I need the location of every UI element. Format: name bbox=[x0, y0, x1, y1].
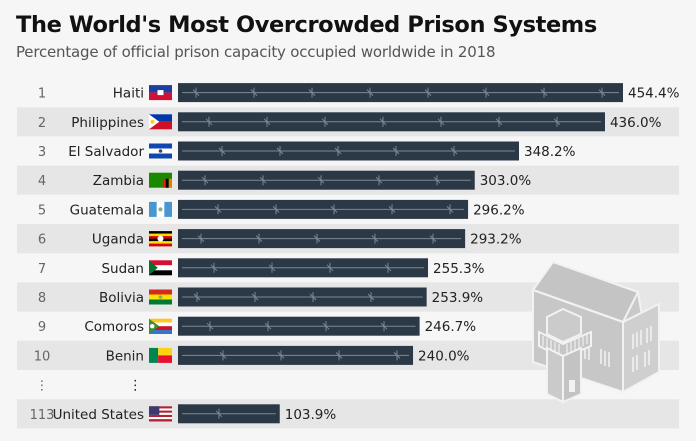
value-label: 240.0% bbox=[418, 348, 470, 364]
country-label: Haiti bbox=[113, 86, 144, 102]
barbed-wire bbox=[182, 146, 515, 156]
comoros-flag-icon bbox=[149, 318, 172, 334]
rank-label: 7 bbox=[38, 262, 46, 277]
value-label: 348.2% bbox=[524, 144, 576, 160]
usa-flag-icon bbox=[149, 406, 172, 422]
chart-subtitle: Percentage of official prison capacity o… bbox=[16, 43, 496, 61]
value-label: 296.2% bbox=[473, 202, 525, 218]
barbed-wire bbox=[182, 292, 423, 302]
barbed-wire bbox=[182, 175, 471, 186]
rank-label: 9 bbox=[38, 320, 46, 335]
uganda-flag-icon bbox=[149, 231, 172, 247]
bolivia-flag-icon bbox=[149, 289, 172, 305]
rank-label: 2 bbox=[38, 116, 46, 131]
barbed-wire bbox=[182, 116, 601, 127]
country-label: United States bbox=[53, 407, 144, 423]
country-label: El Salvador bbox=[68, 144, 144, 160]
table-row: 6 Uganda 293.2% bbox=[38, 229, 522, 249]
table-row: 5 Guatemala 296.2% bbox=[38, 199, 525, 219]
value-label: 253.9% bbox=[432, 290, 484, 306]
value-label: 103.9% bbox=[285, 407, 337, 423]
country-label: Benin bbox=[106, 348, 144, 364]
ellipsis-row: ⋮ ⋮ bbox=[36, 378, 143, 394]
country-label: Guatemala bbox=[70, 202, 144, 218]
barbed-wire bbox=[182, 408, 276, 419]
barbed-wire bbox=[182, 87, 619, 98]
country-label: Uganda bbox=[92, 232, 144, 248]
value-label: 293.2% bbox=[470, 232, 522, 248]
table-row: 3 El Salvador 348.2% bbox=[38, 141, 576, 161]
country-label: Zambia bbox=[93, 173, 144, 189]
rank-label: 5 bbox=[38, 203, 46, 218]
barbed-wire bbox=[182, 262, 425, 273]
barbed-wire bbox=[182, 350, 410, 361]
chart-title: The World's Most Overcrowded Prison Syst… bbox=[16, 12, 597, 38]
philippines-flag-icon bbox=[149, 114, 172, 130]
haiti-flag-icon bbox=[149, 85, 172, 101]
rank-label: 10 bbox=[34, 349, 51, 364]
prison-building-icon bbox=[531, 260, 660, 404]
table-row: 4 Zambia 303.0% bbox=[38, 170, 532, 190]
guatemala-flag-icon bbox=[149, 201, 172, 217]
table-row: 8 Bolivia 253.9% bbox=[38, 287, 484, 307]
zambia-flag-icon bbox=[149, 172, 172, 188]
value-label: 436.0% bbox=[610, 115, 662, 131]
country-label: Comoros bbox=[84, 319, 144, 335]
barbed-wire bbox=[182, 233, 462, 244]
table-row: 1 Haiti 454.4% bbox=[38, 83, 680, 103]
country-label: Bolivia bbox=[99, 290, 144, 306]
el-salvador-flag-icon bbox=[149, 143, 172, 159]
value-label: 246.7% bbox=[425, 319, 477, 335]
value-label: 255.3% bbox=[433, 261, 485, 277]
value-label: 303.0% bbox=[480, 173, 532, 189]
table-row: 9 Comoros 246.7% bbox=[38, 316, 477, 336]
benin-flag-icon bbox=[149, 347, 172, 363]
barbed-wire bbox=[182, 204, 465, 215]
rank-label: 113 bbox=[30, 408, 55, 423]
table-row: 2 Philippines 436.0% bbox=[38, 112, 662, 132]
table-row: 10 Benin 240.0% bbox=[34, 345, 470, 365]
rank-label: 4 bbox=[38, 174, 46, 189]
country-label: ⋮ bbox=[129, 378, 143, 394]
rank-label: 3 bbox=[38, 145, 46, 160]
rank-label: ⋮ bbox=[36, 379, 49, 394]
rank-label: 8 bbox=[38, 291, 46, 306]
table-row: 7 Sudan 255.3% bbox=[38, 258, 485, 278]
country-label: Philippines bbox=[71, 115, 144, 131]
country-label: Sudan bbox=[101, 261, 144, 277]
sudan-flag-icon bbox=[149, 260, 172, 276]
value-label: 454.4% bbox=[628, 86, 680, 102]
rank-label: 1 bbox=[38, 87, 46, 102]
rank-label: 6 bbox=[38, 233, 46, 248]
barbed-wire bbox=[182, 321, 416, 332]
row-stripe bbox=[17, 399, 679, 429]
